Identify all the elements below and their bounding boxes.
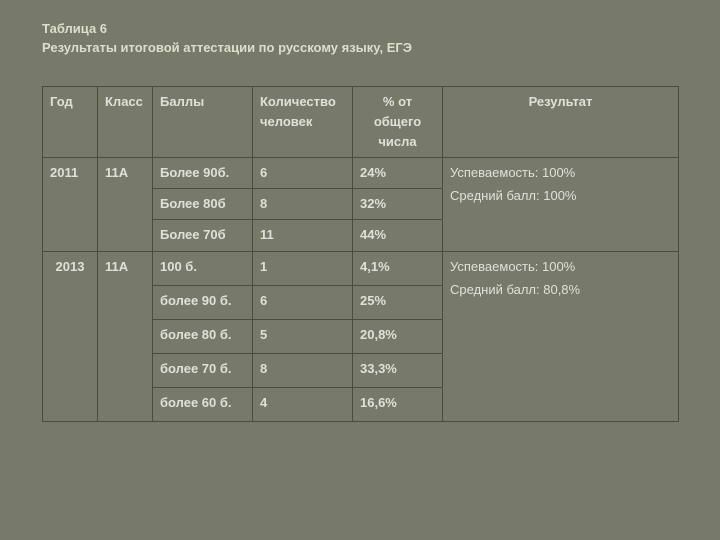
table-row: 2011 11А Более 90б. 6 24% Успеваемость: … [43, 158, 679, 189]
cell-count: 4 [253, 387, 353, 421]
cell-class: 11А [98, 158, 153, 251]
cell-count: 8 [253, 353, 353, 387]
cell-score: Более 70б [153, 220, 253, 251]
cell-pct: 16,6% [353, 387, 443, 421]
cell-score: более 90 б. [153, 285, 253, 319]
result-line: Успеваемость: 100% [450, 257, 671, 277]
col-class: Класс [98, 86, 153, 157]
col-result: Результат [443, 86, 679, 157]
title-line-1: Таблица 6 [42, 20, 678, 39]
cell-year: 2013 [43, 251, 98, 421]
cell-pct: 33,3% [353, 353, 443, 387]
table-row: 2013 11А 100 б. 1 4,1% Успеваемость: 100… [43, 251, 679, 285]
title-line-2: Результаты итоговой аттестации по русско… [42, 39, 678, 58]
cell-pct: 25% [353, 285, 443, 319]
cell-pct: 4,1% [353, 251, 443, 285]
col-year: Год [43, 86, 98, 157]
slide: Таблица 6 Результаты итоговой аттестации… [0, 0, 720, 442]
cell-pct: 24% [353, 158, 443, 189]
cell-score: более 80 б. [153, 319, 253, 353]
cell-score: более 60 б. [153, 387, 253, 421]
cell-count: 6 [253, 158, 353, 189]
col-count: Количество человек [253, 86, 353, 157]
result-line: Средний балл: 80,8% [450, 280, 671, 300]
cell-result: Успеваемость: 100% Средний балл: 80,8% [443, 251, 679, 421]
result-line: Средний балл: 100% [450, 186, 671, 206]
col-pct: % от общего числа [353, 86, 443, 157]
cell-pct: 20,8% [353, 319, 443, 353]
cell-score: Более 80б [153, 189, 253, 220]
cell-score: более 70 б. [153, 353, 253, 387]
cell-year: 2011 [43, 158, 98, 251]
col-score: Баллы [153, 86, 253, 157]
cell-result: Успеваемость: 100% Средний балл: 100% [443, 158, 679, 251]
cell-score: Более 90б. [153, 158, 253, 189]
result-line: Успеваемость: 100% [450, 163, 671, 183]
cell-count: 11 [253, 220, 353, 251]
cell-class: 11А [98, 251, 153, 421]
cell-score: 100 б. [153, 251, 253, 285]
cell-count: 5 [253, 319, 353, 353]
cell-pct: 32% [353, 189, 443, 220]
cell-count: 8 [253, 189, 353, 220]
cell-pct: 44% [353, 220, 443, 251]
title-block: Таблица 6 Результаты итоговой аттестации… [42, 20, 678, 58]
results-table: Год Класс Баллы Количество человек % от … [42, 86, 679, 422]
table-header-row: Год Класс Баллы Количество человек % от … [43, 86, 679, 157]
cell-count: 6 [253, 285, 353, 319]
cell-count: 1 [253, 251, 353, 285]
